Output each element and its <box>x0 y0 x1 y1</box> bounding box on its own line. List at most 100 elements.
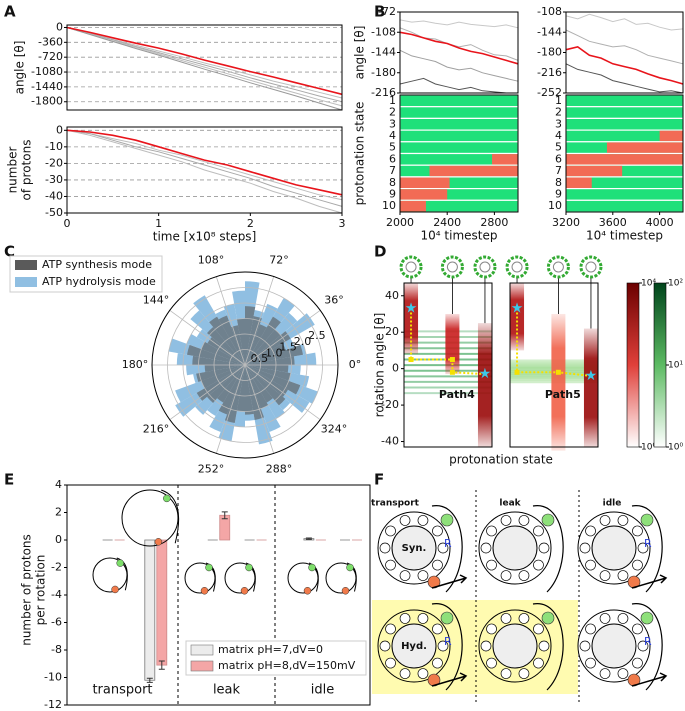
c-subunit <box>585 525 596 537</box>
axes-frame <box>66 24 343 111</box>
y-tick-label: -720 <box>38 50 63 63</box>
colorbar <box>626 282 640 448</box>
c-subunit <box>379 640 391 652</box>
protonated-interval <box>659 130 683 142</box>
green-site <box>541 611 555 625</box>
error-bar <box>305 537 312 540</box>
y-tick-label: -180 <box>537 46 562 59</box>
c-subunit <box>385 525 396 537</box>
y-axis-label: of protons <box>20 140 34 201</box>
legend-label: matrix pH=8,dV=150mV <box>218 659 356 672</box>
schematic-dot <box>245 563 253 572</box>
c-subunit <box>432 657 443 669</box>
y-axis-label: per rotation <box>34 555 48 626</box>
y-tick-label: 40 <box>385 289 399 302</box>
flux-arrow <box>431 574 468 589</box>
path-endpoint: ★ <box>511 301 524 317</box>
row-background <box>565 94 684 108</box>
series-line <box>66 129 343 196</box>
polar-bar <box>245 365 286 406</box>
schematic-dot <box>200 587 209 595</box>
schematic-stator <box>116 557 128 591</box>
y-tick-label: -6 <box>51 616 62 629</box>
y-tick-label: -50 <box>45 206 63 219</box>
c-subunit <box>632 559 643 571</box>
series-line <box>399 31 519 65</box>
axes-frame <box>66 126 343 214</box>
c-subunit <box>637 542 649 554</box>
schematic-dot <box>346 563 354 572</box>
row-background <box>399 129 519 143</box>
c-subunit <box>432 623 443 635</box>
legend-label: ATP synthesis mode <box>42 258 152 271</box>
row-background <box>565 188 684 201</box>
y-tick-label: -8 <box>51 643 62 656</box>
y-axis-label: angle [θ] <box>353 26 367 80</box>
flux-arrow <box>631 574 668 589</box>
schematic-dot <box>240 587 249 595</box>
colorbar-label: 10⁰ <box>668 443 683 453</box>
y-tick-label: -1800 <box>31 95 63 108</box>
c-subunit <box>385 559 396 571</box>
theta-tick-label: 180° <box>122 358 149 371</box>
error-bar <box>146 677 153 683</box>
path-endpoint: ★ <box>405 301 418 317</box>
colorbar-label: 10² <box>668 279 683 289</box>
r-tick-label: 0.5 <box>251 352 269 365</box>
y-tick-label: -180 <box>371 66 396 79</box>
polar-bar <box>245 365 269 409</box>
polar-bar <box>245 365 291 381</box>
protonated-interval <box>566 154 683 165</box>
group-label: idle <box>311 683 334 698</box>
theta-tick-label: 252° <box>198 463 225 476</box>
y-tick-label: -360 <box>38 35 63 48</box>
series-line <box>565 63 684 94</box>
legend-swatch <box>15 260 37 270</box>
y-tick-label: -144 <box>537 25 562 38</box>
c-subunit <box>399 515 411 526</box>
c-ring <box>377 609 451 683</box>
angular-grid <box>244 364 275 454</box>
polar-bar <box>201 365 245 389</box>
angular-grid <box>244 364 321 420</box>
angular-grid <box>169 310 246 366</box>
polar-bar <box>201 341 245 365</box>
y-tick-label: -252 <box>537 86 562 99</box>
c-subunit <box>417 570 429 581</box>
y-tick-label: -12 <box>44 698 62 711</box>
panel-label: C <box>4 243 15 261</box>
theta-tick-label: 288° <box>266 463 293 476</box>
c-subunit <box>585 657 596 669</box>
c-subunit <box>632 657 643 669</box>
axes-frame <box>509 282 599 448</box>
angular-grid <box>215 364 246 454</box>
colorbar <box>653 282 667 448</box>
path-endpoint: ★ <box>585 368 598 384</box>
c-subunit <box>533 657 544 669</box>
y-tick-label: -1080 <box>31 65 63 78</box>
rotor-label: R <box>644 635 652 648</box>
c-subunit <box>417 515 429 526</box>
ring-core <box>492 623 538 669</box>
protonated-interval <box>566 177 592 188</box>
y-tick-label: 6 <box>389 152 396 165</box>
transition-path <box>516 308 592 377</box>
y-tick-label: 0 <box>56 123 63 136</box>
schematic-stator <box>161 489 180 544</box>
polar-bar <box>207 327 245 365</box>
c-subunit <box>399 613 411 624</box>
ring-core <box>591 525 637 571</box>
y-tick-label: 1 <box>555 94 562 107</box>
y-tick-label: 4 <box>555 129 562 142</box>
c-subunit <box>500 515 512 526</box>
bar <box>144 539 156 681</box>
path-vertex <box>555 369 561 375</box>
c-subunit <box>585 623 596 635</box>
c-subunit <box>617 613 629 624</box>
polar-bar <box>245 306 256 365</box>
polar-bar <box>207 365 245 403</box>
green-site <box>440 611 454 625</box>
c-subunit <box>480 640 492 652</box>
series-line <box>399 49 519 82</box>
green-site <box>541 513 555 527</box>
